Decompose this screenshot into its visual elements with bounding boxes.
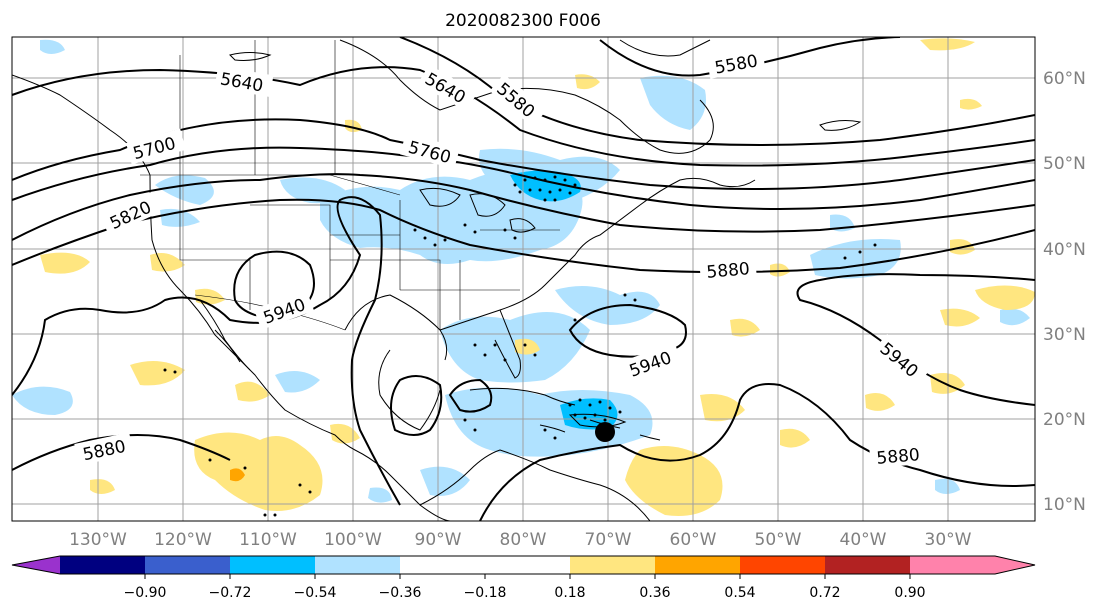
lon-label-40w: 40°W	[840, 530, 887, 550]
colorbar-tick-018: 0.18	[554, 585, 585, 601]
colorbar-segment-9	[740, 556, 825, 574]
contour-5880-north	[12, 198, 1035, 274]
lon-label-90w: 90°W	[415, 530, 462, 550]
colorbar-tick-neg090: −0.90	[124, 585, 167, 601]
contour-label-5880-east: 5880	[876, 445, 921, 469]
latitude-axis: 60°N 50°N 40°N 30°N 20°N 10°N	[1043, 69, 1086, 515]
colorbar-segment-10	[825, 556, 910, 574]
contour-5940-east	[796, 273, 1035, 406]
colorbar-tick-neg018: −0.18	[464, 585, 507, 601]
stipple-dots	[163, 175, 877, 517]
map-panel: 5580 5580 5640 5640 5700 5760 5820 5880 …	[11, 36, 1036, 522]
contour-5940-left	[233, 250, 315, 318]
colorbar-tick-072: 0.72	[809, 585, 840, 601]
colorbar-segment-0	[12, 556, 60, 574]
lat-label-50n: 50°N	[1043, 154, 1086, 174]
colorbar-segment-3	[230, 556, 315, 574]
colorbar-segments	[12, 556, 1035, 574]
contour-5580-mid	[399, 37, 1035, 146]
colorbar-segment-2	[145, 556, 230, 574]
lon-label-80w: 80°W	[500, 530, 547, 550]
coastlines	[12, 39, 862, 521]
colorbar-segment-7	[570, 556, 655, 574]
contour-5940-carib	[448, 378, 493, 413]
contour-5820	[12, 173, 1035, 241]
colorbar-tick-090: 0.90	[894, 585, 925, 601]
map-title: 2020082300 F006	[445, 11, 601, 31]
lon-label-120w: 120°W	[154, 530, 212, 550]
colorbar-segment-6	[485, 556, 570, 574]
colorbar-tick-neg072: −0.72	[209, 585, 252, 601]
colorbar-segment-12	[995, 556, 1035, 574]
colorbar: −0.90 −0.72 −0.54 −0.36 −0.18 0.18 0.36 …	[11, 555, 1036, 601]
lon-label-70w: 70°W	[585, 530, 632, 550]
colorbar-tick-036: 0.36	[639, 585, 670, 601]
lon-label-50w: 50°W	[755, 530, 802, 550]
colorbar-segment-4	[315, 556, 400, 574]
lat-label-30n: 30°N	[1043, 325, 1086, 345]
contour-5640	[12, 66, 1035, 167]
yellow-shading	[40, 38, 1035, 516]
colorbar-segment-11	[910, 556, 995, 574]
map-frame	[11, 36, 1036, 522]
contour-5940-atl	[568, 303, 687, 358]
longitude-axis: 130°W 120°W 110°W 100°W 90°W 80°W 70°W 6…	[69, 530, 972, 550]
colorbar-segment-1	[60, 556, 145, 574]
contour-label-5880-north: 5880	[706, 259, 751, 283]
orange-shading	[230, 468, 245, 482]
lon-label-110w: 110°W	[239, 530, 297, 550]
colorbar-tick-neg054: −0.54	[294, 585, 337, 601]
lat-label-60n: 60°N	[1043, 69, 1086, 89]
contour-5880-east	[479, 383, 1035, 521]
lon-label-60w: 60°W	[670, 530, 717, 550]
storm-center-marker	[595, 422, 615, 442]
colorbar-tick-neg036: −0.36	[379, 585, 422, 601]
colorbar-segment-8	[655, 556, 740, 574]
lon-label-30w: 30°W	[925, 530, 972, 550]
lon-label-100w: 100°W	[324, 530, 382, 550]
contour-5760	[12, 146, 1035, 210]
lon-label-130w: 130°W	[69, 530, 127, 550]
colorbar-segment-5	[400, 556, 485, 574]
lat-label-10n: 10°N	[1043, 495, 1086, 515]
contour-5940-gulf	[390, 375, 443, 436]
lat-label-40n: 40°N	[1043, 240, 1086, 260]
blue-shading	[510, 170, 618, 430]
contour-5880-west	[12, 196, 401, 506]
lat-label-20n: 20°N	[1043, 410, 1086, 430]
colorbar-tick-054: 0.54	[724, 585, 755, 601]
